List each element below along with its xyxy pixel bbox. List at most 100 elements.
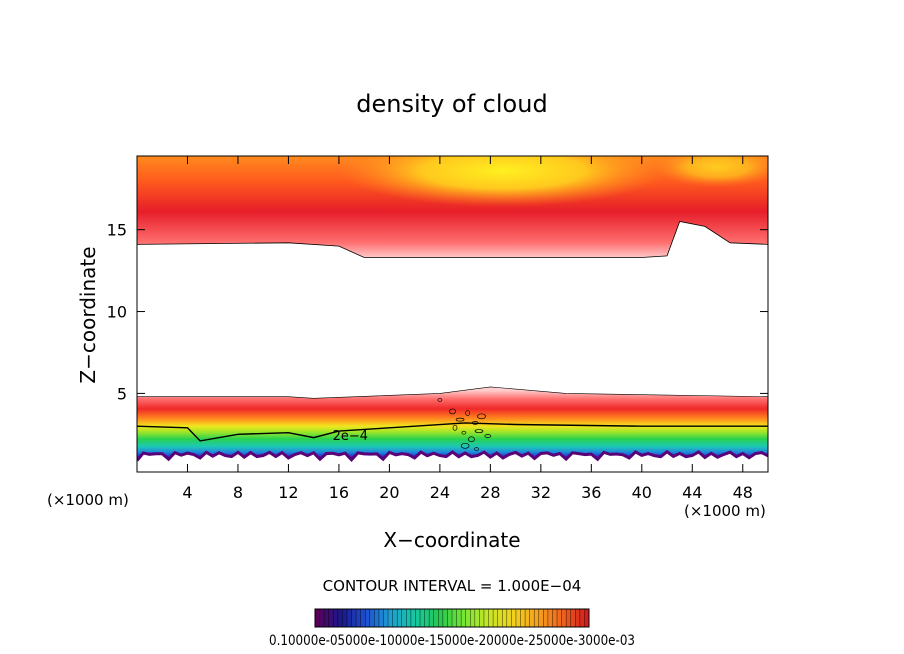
colorbar-swatch (342, 609, 348, 627)
colorbar-swatch (328, 609, 334, 627)
colorbar-swatch (474, 609, 480, 627)
contour-interval-label: CONTOUR INTERVAL = 1.000E−04 (323, 577, 582, 595)
colorbar-swatch (369, 609, 375, 627)
x-tick-label: 28 (480, 483, 500, 502)
colorbar-swatch (360, 609, 366, 627)
colorbar-swatch (579, 609, 585, 627)
x-tick-label: 24 (430, 483, 450, 502)
colorbar-swatch (315, 609, 320, 627)
colorbar-swatch (566, 609, 572, 627)
colorbar-swatch (319, 609, 325, 627)
colorbar-swatch (525, 609, 530, 627)
colorbar-swatch (488, 609, 494, 627)
lower-layer-base-noise (137, 449, 768, 462)
plot-frame (136, 155, 769, 473)
colorbar-swatch (351, 609, 357, 627)
colorbar-swatch (552, 609, 558, 627)
colorbar-swatch (511, 609, 517, 627)
y-tick-label: 10 (107, 303, 127, 322)
x-tick-label: 36 (581, 483, 601, 502)
colorbar-swatch (561, 609, 567, 627)
x-tick-label: 48 (733, 483, 753, 502)
upper-layer-secondary-maximum (654, 156, 768, 188)
x-tick-label: 44 (682, 483, 702, 502)
colorbar-swatch (420, 609, 425, 627)
speckle-contour (461, 430, 467, 435)
speckle-contour (455, 417, 465, 422)
colorbar-swatch (534, 609, 540, 627)
colorbar-swatch (383, 609, 389, 627)
upper-layer-boundary-contour (137, 221, 768, 258)
colorbar-swatch (515, 609, 521, 627)
colorbar-swatch (456, 609, 462, 627)
plot-area (137, 156, 768, 462)
colorbar-swatch (479, 609, 485, 627)
colorbar-swatch (520, 609, 526, 627)
x-axis-label: X−coordinate (383, 528, 520, 552)
colorbar-swatch (570, 609, 576, 627)
colorbar-label: 0.10000e-05000e-10000e-15000e-20000e-250… (269, 633, 635, 649)
speckle-contour (477, 413, 486, 420)
colorbar-swatch (392, 609, 398, 627)
colorbar-swatch (388, 609, 393, 627)
y-tick-label: 15 (107, 221, 127, 240)
speckle-contour (460, 442, 470, 449)
colorbar-swatch (333, 609, 339, 627)
speckle-contour (474, 429, 484, 433)
colorbar-swatch (584, 609, 590, 627)
x-tick-label: 20 (379, 483, 399, 502)
colorbar-swatch (575, 609, 581, 627)
colorbar-swatch (529, 609, 535, 627)
x-tick-label: 12 (278, 483, 298, 502)
colorbar-swatch (557, 609, 562, 627)
colorbar-swatch (415, 609, 421, 627)
x-tick-label: 8 (233, 483, 243, 502)
colorbar-swatch (337, 609, 343, 627)
contour-2e-4 (137, 422, 768, 442)
lower-layer-top-contour (137, 386, 768, 399)
colorbar-swatch (442, 609, 448, 627)
chart-title: density of cloud (356, 90, 547, 118)
colorbar-swatch (374, 609, 380, 627)
colorbar-swatch (543, 609, 549, 627)
colorbar-swatch (346, 609, 352, 627)
speckle-contour (449, 408, 456, 415)
colorbar-swatch (493, 609, 498, 627)
colorbar-swatch (497, 609, 503, 627)
colorbar-swatch (356, 609, 361, 627)
y-tick-label: 5 (117, 384, 127, 403)
upper-layer-density-maximum (338, 156, 667, 207)
colorbar-swatch (452, 609, 457, 627)
colorbar-swatch (410, 609, 416, 627)
x-tick-label: 40 (632, 483, 652, 502)
speckle-contour (468, 436, 475, 443)
x-unit-label-left: (×1000 m) (47, 491, 129, 509)
colorbar-swatch (461, 609, 466, 627)
colorbar-swatch (429, 609, 435, 627)
speckle-contour (474, 447, 479, 451)
colorbar-swatch (506, 609, 512, 627)
x-tick-label: 32 (531, 483, 551, 502)
colorbar-swatch (433, 609, 439, 627)
y-axis-label: Z−coordinate (76, 246, 100, 383)
colorbar-swatch (397, 609, 403, 627)
colorbar (314, 608, 590, 628)
speckle-contour (437, 398, 443, 402)
colorbar-swatch (547, 609, 553, 627)
colorbar-swatch (324, 609, 329, 627)
x-tick-label: 4 (182, 483, 192, 502)
colorbar-swatch (465, 609, 471, 627)
x-axis-ticks: 4 8 12 16 20 24 28 32 36 40 44 48 (182, 156, 753, 502)
contour-line-label: 2e−4 (333, 429, 368, 444)
x-unit-label-right: (×1000 m) (684, 502, 766, 520)
colorbar-swatch (424, 609, 430, 627)
colorbar-swatch (538, 609, 544, 627)
colorbar-swatch (438, 609, 444, 627)
convective-speckle-contours (437, 398, 492, 451)
speckle-contour (465, 410, 470, 416)
colorbar-swatch (502, 609, 508, 627)
colorbar-swatch (447, 609, 453, 627)
colorbar-swatch (406, 609, 412, 627)
colorbar-swatch (365, 609, 371, 627)
